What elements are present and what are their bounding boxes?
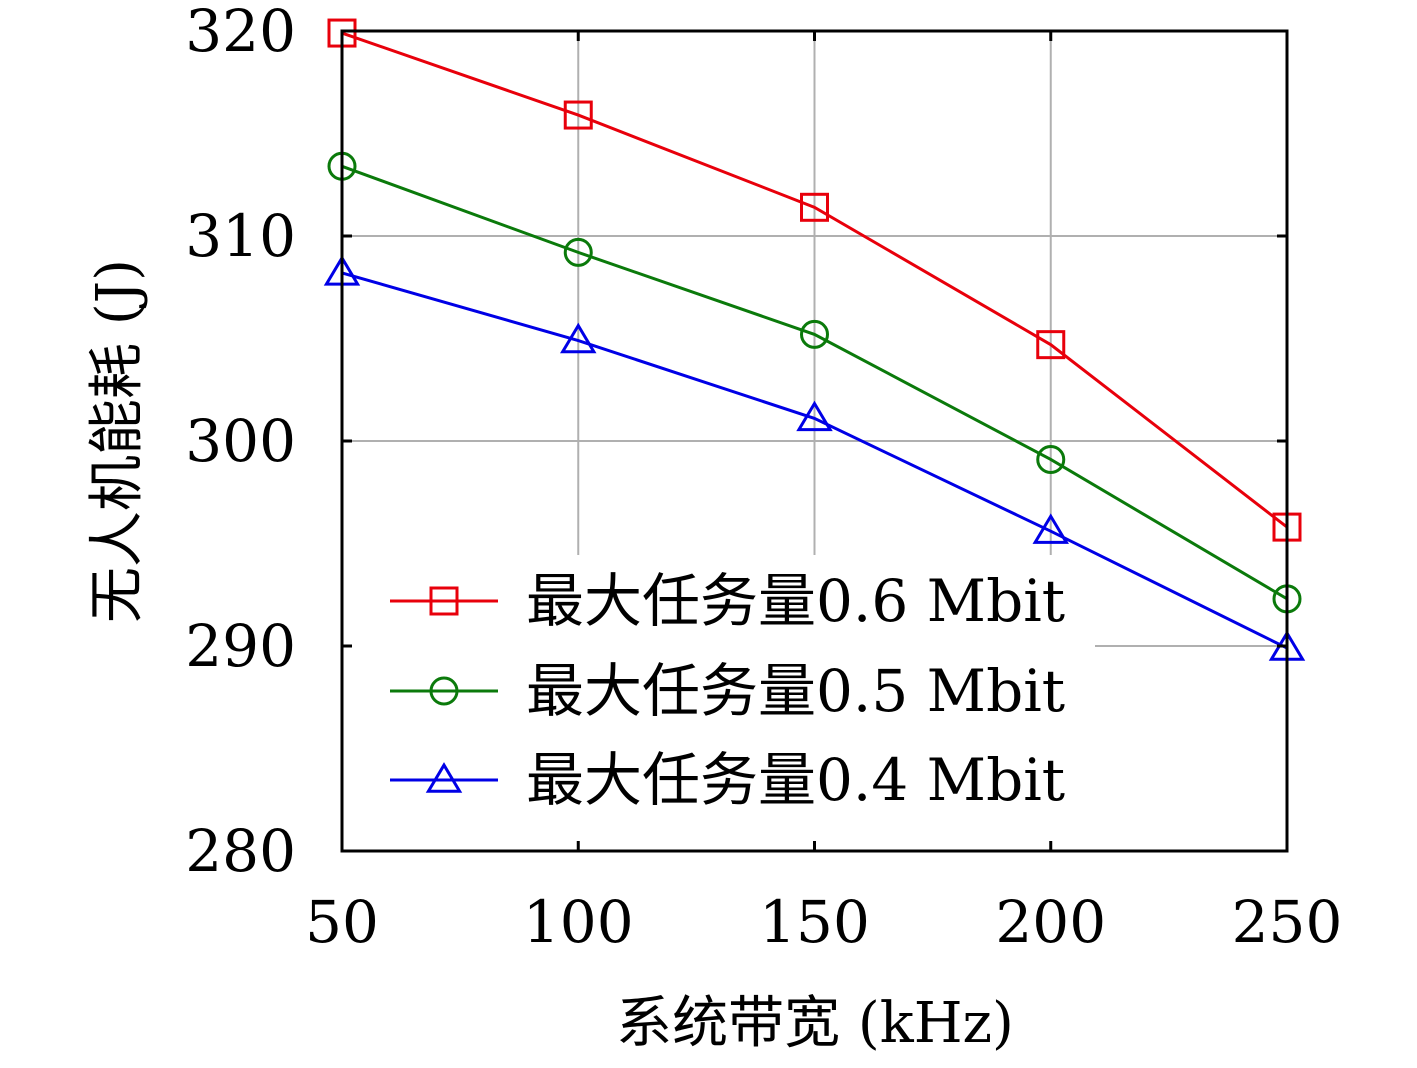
- y-tick-label: 300: [185, 407, 296, 475]
- legend-label: 最大任务量0.6 Mbit: [526, 567, 1065, 635]
- data-point: [800, 192, 829, 222]
- data-point: [800, 319, 829, 349]
- data-point: [1036, 444, 1066, 474]
- y-tick-label: 290: [185, 612, 296, 680]
- y-tick-label: 310: [185, 202, 296, 270]
- legend-background: [360, 555, 1095, 820]
- legend-entry: 最大任务量0.5 Mbit: [390, 657, 1065, 725]
- series-line: [341, 164, 1288, 601]
- data-point: [796, 400, 833, 432]
- y-tick-label: 320: [185, 0, 296, 65]
- legend-marker: [429, 586, 459, 616]
- data-point: [563, 100, 593, 130]
- legend-label: 最大任务量0.5 Mbit: [526, 657, 1065, 725]
- legend: 最大任务量0.6 Mbit 最大任务量0.5 Mbit 最大任务量0.4 Mbit: [360, 555, 1095, 820]
- data-point: [560, 322, 597, 354]
- x-tick-label: 100: [523, 888, 634, 956]
- data-point: [563, 237, 593, 267]
- x-tick-label: 150: [759, 888, 870, 956]
- x-tick-label: 250: [1232, 888, 1343, 956]
- y-axis-label: 无人机能耗 (J): [85, 259, 150, 623]
- tick-labels: 50 100 150 200 250 280 290 300 310 320: [185, 0, 1342, 956]
- y-tick-label: 280: [185, 817, 296, 885]
- grid-lines: [342, 31, 1287, 647]
- legend-entry: 最大任务量0.4 Mbit: [390, 746, 1065, 814]
- series-line: [341, 31, 1288, 529]
- legend-label: 最大任务量0.4 Mbit: [526, 746, 1065, 814]
- x-tick-label: 200: [995, 888, 1106, 956]
- axes: [340, 29, 1289, 853]
- x-axis-label: 系统带宽 (kHz): [616, 991, 1014, 1056]
- data-point: [1032, 513, 1069, 544]
- data-point: [1036, 330, 1066, 360]
- series-line: [341, 271, 1288, 650]
- x-tick-label: 50: [305, 888, 379, 956]
- legend-marker: [425, 762, 463, 793]
- legend-entry: 最大任务量0.6 Mbit: [390, 567, 1065, 635]
- legend-marker: [429, 676, 459, 706]
